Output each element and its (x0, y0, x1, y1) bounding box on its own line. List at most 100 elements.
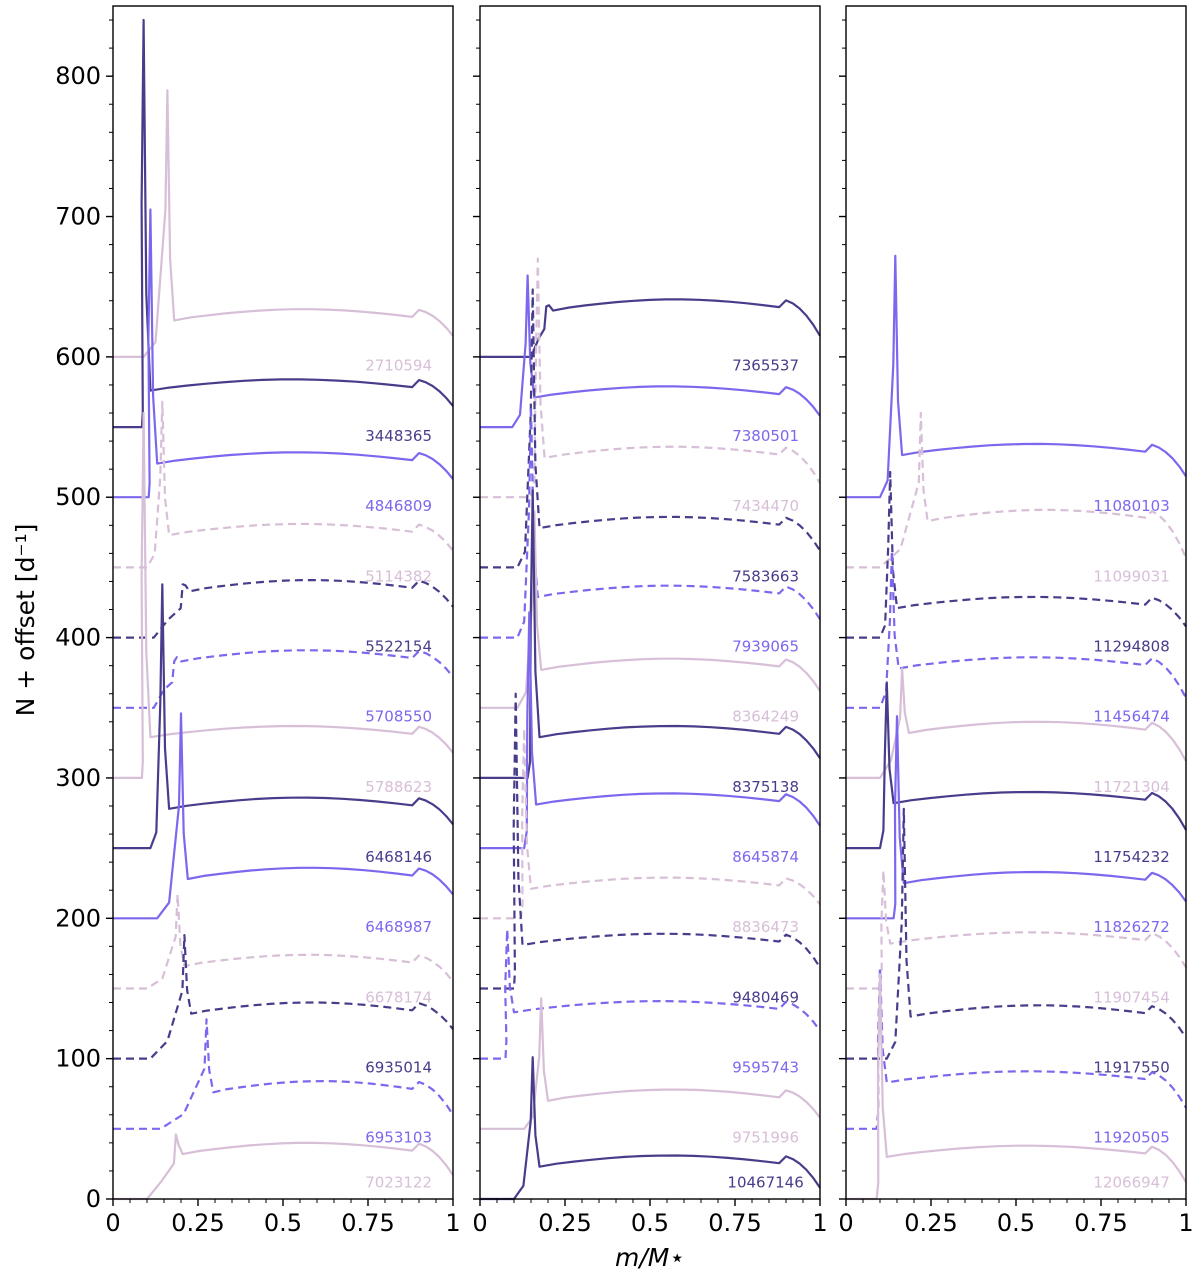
y-tick-label: 600 (55, 343, 101, 371)
series-label-9595743: 9595743 (732, 1058, 799, 1076)
series-line-5708550 (113, 649, 454, 709)
y-tick-label: 200 (55, 904, 101, 932)
series-line-6678174 (113, 893, 454, 990)
x-tick-label: 0 (472, 1209, 487, 1237)
x-tick-label: 0.25 (904, 1209, 957, 1237)
series-line-10467146 (480, 1056, 821, 1201)
series-line-3448365 (113, 18, 454, 429)
series-line-11080103 (846, 254, 1187, 499)
series-line-5114382 (113, 400, 454, 569)
series-label-9751996: 9751996 (732, 1129, 799, 1147)
series-line-5788623 (113, 411, 454, 779)
x-tick-label: 0.25 (171, 1209, 224, 1237)
y-tick-label: 0 (86, 1185, 101, 1213)
panel-frame (112, 5, 454, 1200)
series-line-8375138 (480, 489, 821, 779)
series-line-11754232 (846, 681, 1187, 850)
series-line-11721304 (846, 667, 1187, 779)
series-line-2710594 (113, 89, 454, 358)
panel-3: 11080103 11099031 11294808 11456474 11721304… (838, 5, 1194, 1237)
series-line-7380501 (480, 274, 821, 429)
x-tick-label: 1 (1178, 1209, 1193, 1237)
x-tick-label: 0.75 (708, 1209, 761, 1237)
y-tick-label: 700 (55, 203, 101, 231)
series-line-7434470 (480, 257, 821, 499)
y-tick-label: 800 (55, 62, 101, 90)
series-label-11080103: 11080103 (1093, 497, 1169, 515)
series-line-11294808 (846, 470, 1187, 639)
series-label-6935014: 6935014 (365, 1058, 432, 1076)
series-line-6468987 (113, 712, 454, 920)
series-label-2710594: 2710594 (365, 357, 432, 375)
series-line-7583663 (480, 288, 821, 569)
series-label-11294808: 11294808 (1093, 637, 1169, 655)
panel-1: 2710594 3448365 4846809 5114382 5522154 57085… (55, 5, 461, 1237)
series-line-6468146 (113, 583, 454, 850)
y-tick-label: 500 (55, 483, 101, 511)
y-tick-label: 400 (55, 624, 101, 652)
series-label-9480469: 9480469 (732, 988, 799, 1006)
series-line-11917550 (846, 807, 1187, 1060)
series-label-11826272: 11826272 (1093, 918, 1169, 936)
series-label-11917550: 11917550 (1093, 1058, 1169, 1076)
series-line-8836473 (480, 727, 821, 920)
series-line-9595743 (480, 928, 821, 1060)
series-line-7939065 (480, 404, 821, 639)
y-tick-label: 300 (55, 764, 101, 792)
series-label-3448365: 3448365 (365, 427, 432, 445)
series-line-8364249 (480, 510, 821, 709)
series-line-11826272 (846, 715, 1187, 920)
x-tick-label: 0.75 (1074, 1209, 1127, 1237)
x-tick-label: 0.5 (631, 1209, 669, 1237)
panels-group: 2710594 3448365 4846809 5114382 5522154 57085… (55, 5, 1194, 1237)
x-tick-label: 1 (445, 1209, 460, 1237)
series-line-11907454 (846, 869, 1187, 990)
series-line-9480469 (480, 692, 821, 990)
series-line-9751996 (480, 997, 821, 1130)
x-tick-label: 0 (105, 1209, 120, 1237)
series-label-11920505: 11920505 (1093, 1129, 1169, 1147)
series-label-7939065: 7939065 (732, 637, 799, 655)
series-label-6468146: 6468146 (365, 848, 432, 866)
x-tick-label: 0.75 (341, 1209, 394, 1237)
x-axis-label: m/M⋆ (615, 1243, 685, 1272)
series-line-11456474 (846, 549, 1187, 709)
series-line-8645874 (480, 611, 821, 850)
series-label-6678174: 6678174 (365, 988, 432, 1006)
series-line-5522154 (113, 579, 454, 639)
series-line-11099031 (846, 411, 1187, 569)
series-label-8364249: 8364249 (732, 708, 799, 726)
x-tick-label: 0 (838, 1209, 853, 1237)
x-tick-label: 0.5 (264, 1209, 302, 1237)
series-line-7365537 (480, 298, 821, 358)
series-label-10467146: 10467146 (727, 1174, 803, 1192)
series-label-12066947: 12066947 (1093, 1174, 1169, 1192)
series-label-7583663: 7583663 (732, 567, 799, 585)
series-label-11456474: 11456474 (1093, 708, 1169, 726)
series-label-6468987: 6468987 (365, 918, 432, 936)
series-label-6953103: 6953103 (365, 1129, 432, 1147)
series-label-11721304: 11721304 (1093, 778, 1169, 796)
series-label-11099031: 11099031 (1093, 567, 1169, 585)
series-line-6953103 (113, 1018, 454, 1130)
series-label-11754232: 11754232 (1093, 848, 1169, 866)
x-tick-label: 0.25 (538, 1209, 591, 1237)
y-tick-label: 100 (55, 1045, 101, 1073)
series-line-12066947 (846, 973, 1187, 1201)
series-label-4846809: 4846809 (365, 497, 432, 515)
series-label-5708550: 5708550 (365, 708, 432, 726)
series-line-4846809 (113, 208, 454, 499)
series-label-11907454: 11907454 (1093, 988, 1169, 1006)
series-label-5114382: 5114382 (365, 567, 432, 585)
series-label-8645874: 8645874 (732, 848, 799, 866)
x-tick-label: 0.5 (997, 1209, 1035, 1237)
series-label-7365537: 7365537 (732, 357, 799, 375)
series-line-7023122 (113, 1133, 454, 1201)
series-label-8375138: 8375138 (732, 778, 799, 796)
series-label-7434470: 7434470 (732, 497, 799, 515)
series-label-7380501: 7380501 (732, 427, 799, 445)
panel-2: 7365537 7380501 7434470 7583663 7939065 83642… (472, 5, 828, 1237)
series-label-8836473: 8836473 (732, 918, 799, 936)
series-label-7023122: 7023122 (365, 1174, 432, 1192)
